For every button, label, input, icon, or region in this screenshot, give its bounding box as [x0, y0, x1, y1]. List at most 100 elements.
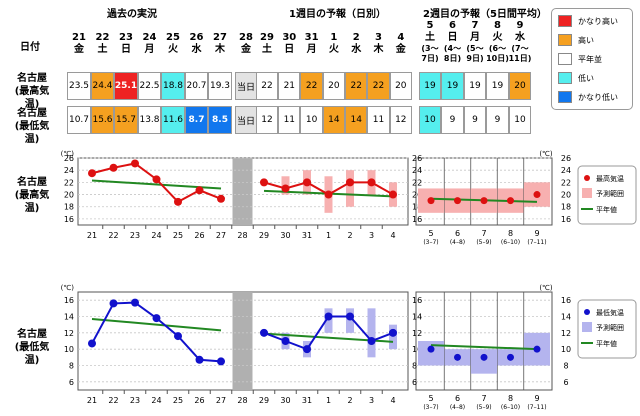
min-cell-13: 11 — [367, 106, 390, 134]
chart2-forecast-point — [389, 328, 397, 337]
chart2-week2-point — [533, 345, 541, 353]
legend-label: 平年並 — [578, 54, 602, 64]
legend-item-2: 平年並 — [558, 53, 602, 65]
min-cell-9: 11 — [278, 106, 301, 134]
day-number: 5 — [426, 20, 434, 31]
chart1-xlabel: 29 — [259, 231, 269, 240]
chart2-ytick-right: 14 — [561, 313, 571, 322]
day-range-start: (7～ — [511, 44, 529, 53]
chart2-ytick-mid: 10 — [412, 345, 422, 354]
chart1-xlabel: 23 — [130, 231, 140, 240]
day-number: 7 — [471, 20, 479, 31]
chart1-forecast-point — [303, 178, 311, 187]
min-cell-2: 15.7 — [114, 106, 138, 134]
legend-swatch — [558, 72, 572, 84]
chart1-ytick-mid: 26 — [412, 154, 422, 163]
chart2-week2-point — [454, 353, 461, 361]
max-row-label-kind: (最高気温) — [14, 86, 50, 110]
max-week2-cell-0: 19 — [418, 72, 442, 100]
chart1-xlabel: 21 — [87, 231, 97, 240]
legend-item-3: 低い — [558, 72, 594, 84]
min-cell-12: 14 — [345, 106, 368, 134]
chart2-xlabel-w2: 9 — [534, 394, 539, 403]
max-cell-0: 23.5 — [67, 72, 91, 100]
chart2-ytick-mid: 6 — [412, 378, 417, 387]
day-number: 1 — [330, 32, 338, 43]
chart1-forecast-point — [346, 178, 354, 187]
day-weekday: 水 — [351, 44, 362, 55]
day-weekday: 水 — [191, 44, 202, 55]
chart-max-label: 名古屋 (最高気温) — [8, 176, 56, 215]
chart2-observed-point — [88, 339, 96, 348]
max-week2-cell-4: 20 — [508, 72, 532, 100]
chart1-xlabel: 2 — [347, 231, 352, 240]
day-weekday: 火 — [168, 44, 178, 55]
chart1-xlabel: 24 — [151, 231, 161, 240]
max-cell-2: 25.1 — [114, 72, 138, 100]
chart2-xlabel: 23 — [130, 396, 140, 405]
chart1-ytick-right: 18 — [561, 203, 571, 212]
chart2-ytick-right: 8 — [563, 362, 568, 371]
chart1-observed-point — [109, 163, 118, 172]
min-week2-cell-3: 9 — [486, 106, 509, 134]
max-cell-13: 22 — [367, 72, 390, 100]
day-number: 27 — [213, 32, 227, 43]
chart2-ytick-mid: 12 — [412, 329, 422, 338]
day-number: 9 — [516, 20, 524, 31]
legend-swatch — [558, 91, 572, 103]
chart2-range-bar — [389, 324, 397, 350]
day-weekday: 日 — [121, 44, 131, 55]
week2-day-header-3: 8 火 (6～ 10日) — [484, 20, 512, 64]
chart1-xlabel: 30 — [280, 231, 290, 240]
chart2-xlabel-w2: 7 — [481, 394, 486, 403]
chart2-ytick-mid: 8 — [412, 362, 417, 371]
legend-swatch — [558, 15, 572, 27]
chart2-today-band — [232, 292, 253, 390]
max-cell-12: 22 — [345, 72, 368, 100]
chart1-forecast-point — [367, 178, 376, 187]
chart2-xlabel-w2: 8 — [508, 394, 513, 403]
day-range-end: 8日) — [443, 54, 462, 63]
day-weekday: 月 — [470, 32, 480, 43]
chart1-forecast-point — [260, 178, 268, 187]
chart2-xsub-w2: (7–11) — [527, 404, 546, 411]
chart2-observed-point — [131, 298, 139, 307]
chart1-observed-point — [88, 169, 96, 178]
day-header-0: 21 金 — [67, 32, 91, 56]
chart1-xlabel-w2: 6 — [455, 229, 460, 238]
day-header-10: 31 月 — [300, 32, 324, 56]
day-weekday: 日 — [447, 32, 458, 43]
day-range-end: 10日) — [486, 54, 509, 63]
day-header-4: 25 火 — [161, 32, 185, 56]
chart2-observed-line — [91, 301, 222, 363]
day-weekday: 月 — [306, 44, 317, 55]
day-number: 8 — [494, 20, 501, 31]
day-header-2: 23 日 — [114, 32, 138, 56]
chart1-ytick-left: 22 — [64, 178, 74, 187]
chart2-ytick-left: 16 — [64, 296, 74, 305]
chart2-ytick-left: 6 — [69, 378, 74, 387]
max-cell-8: 22 — [255, 72, 279, 100]
day-header-7: 28 金 — [234, 32, 258, 56]
chart1-ytick-right: 20 — [561, 191, 571, 200]
legend-item-4: かなり低い — [558, 91, 618, 103]
chart1-ytick-right: 26 — [561, 154, 571, 163]
chart2-xlabel: 28 — [237, 396, 247, 405]
week2-header: 2週目の予報（5日間平均） — [423, 9, 547, 20]
day-number: 2 — [352, 32, 360, 43]
week2-day-header-4: 9 水 (7～ 11日) — [506, 20, 534, 64]
day-weekday: 金 — [74, 44, 84, 55]
min-cell-14: 12 — [389, 106, 412, 134]
chart2-xsub-w2: (4–8) — [450, 404, 465, 411]
day-number: 29 — [260, 32, 274, 43]
max-cell-14: 20 — [389, 72, 412, 100]
day-weekday: 日 — [284, 44, 295, 55]
day-range-start: (3～ — [421, 44, 439, 53]
max-cell-10: 22 — [300, 72, 323, 100]
chart1-ytick-mid: 16 — [412, 215, 422, 224]
legend-swatch — [558, 34, 572, 46]
min-week2-cell-1: 9 — [441, 106, 464, 134]
day-header-6: 27 木 — [208, 32, 232, 56]
day-header-8: 29 土 — [255, 32, 279, 56]
